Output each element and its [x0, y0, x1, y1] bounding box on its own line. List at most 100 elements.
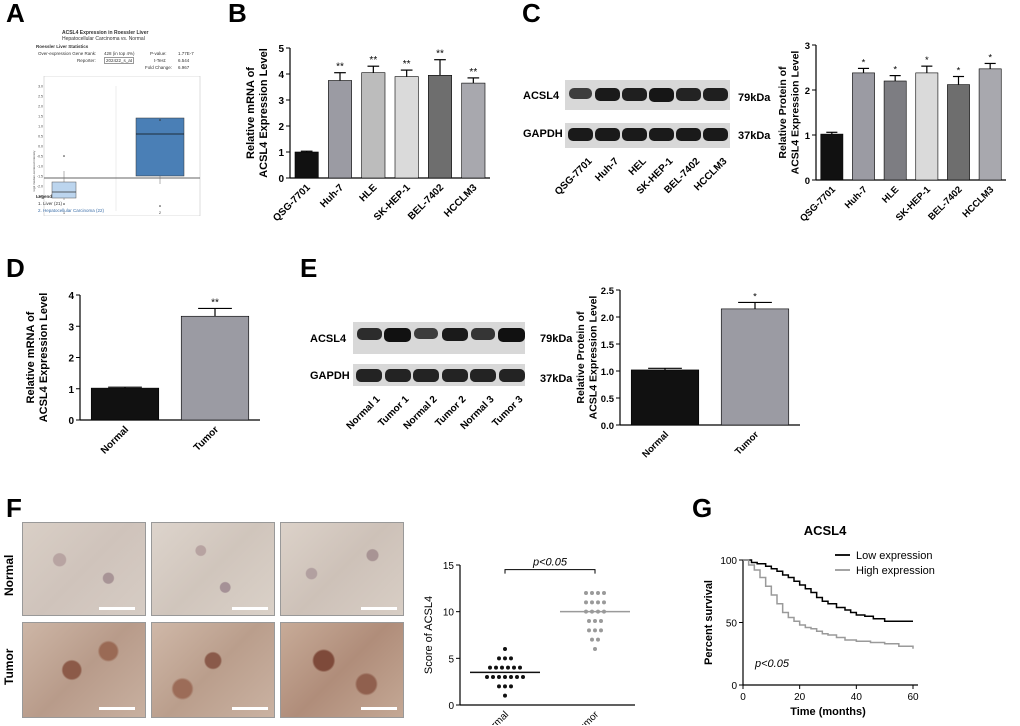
blot-band — [384, 369, 411, 382]
score-point — [584, 591, 588, 595]
legend-item-2[interactable]: 2. Hepatocellular Carcinoma (22) — [38, 208, 105, 213]
significance-mark: ** — [469, 67, 477, 78]
micro-row-normal: Normal — [2, 554, 16, 596]
survival-curve — [743, 559, 914, 649]
blot-lane-label: Normal 1 — [344, 394, 384, 433]
blot-band — [356, 328, 382, 341]
blot-band — [470, 369, 497, 382]
panel-label-e: E — [300, 253, 318, 283]
blot-band — [413, 369, 440, 382]
y-tick-label: 0 — [448, 701, 454, 712]
bar — [361, 72, 386, 179]
blot-c-size-79: 79kDa — [738, 92, 771, 104]
y-tick-label: 3 — [278, 96, 284, 107]
y-tick-label: 2 — [805, 86, 810, 97]
blot-band — [622, 88, 647, 102]
micrograph-normal-2 — [151, 522, 275, 616]
y-tick-label: 3 — [805, 41, 810, 52]
y-tick-label: 15 — [443, 561, 455, 572]
x-tick-label: SK-HEP-1 — [372, 182, 413, 223]
y-tick-label: 0.5 — [601, 394, 615, 405]
blot-c-row-gapdh: GAPDH — [523, 128, 563, 140]
significance-mark: * — [925, 55, 929, 66]
y-tick-label: 2 — [278, 122, 284, 133]
x-tick-label: 0 — [740, 692, 746, 703]
score-point — [584, 600, 588, 605]
score-point — [587, 628, 591, 633]
pvalue-label: P-value: — [150, 51, 167, 56]
blot-band — [569, 88, 592, 99]
bar — [883, 80, 907, 181]
score-point — [503, 684, 507, 689]
blot-band — [414, 328, 438, 339]
x-tick-label: HCCLM3 — [442, 182, 480, 220]
x-tick-label: QSG-7701 — [271, 182, 313, 224]
gene-rank-label: Over-expression Gene Rank: — [38, 51, 97, 56]
bar — [947, 84, 970, 181]
score-point — [596, 591, 600, 595]
score-point — [491, 675, 495, 679]
x-tick-label: 60 — [907, 692, 919, 703]
blot-band — [649, 128, 674, 142]
y-tick-label: 0 — [68, 416, 74, 427]
bar — [820, 133, 844, 181]
chart-d-mrna: 0 1 2 3 4 Relative mRNA of ACSL4 Expression Le… — [25, 291, 260, 456]
oncomine-title-1: ACSL4 Expression in Roessler Liver — [62, 30, 149, 36]
reporter-value[interactable]: 202422_s_at — [104, 57, 135, 64]
score-point — [599, 628, 603, 633]
score-point — [596, 600, 600, 605]
y-tick-label: 100 — [720, 556, 737, 567]
score-point — [497, 675, 501, 679]
bar — [915, 72, 939, 181]
oncomine-section: Roessler Liver Statistics — [36, 44, 89, 49]
score-point — [494, 665, 498, 670]
y-tick-label: 1.5 — [601, 340, 615, 351]
y-axis-label: Relative mRNA of — [25, 311, 37, 403]
blot-e-size-37: 37kDa — [540, 373, 573, 385]
score-point — [509, 675, 513, 679]
y-tick-label: 10 — [443, 608, 455, 619]
x-tick-label: Normal — [640, 429, 671, 460]
bar — [328, 80, 352, 179]
oncomine-xtick-2: 2 — [159, 210, 162, 215]
y-axis-label: ACSL4 Expression Level — [588, 296, 600, 420]
x-tick-label: HLE — [358, 182, 380, 204]
ttest-value: 6.544 — [178, 58, 190, 63]
y-tick-label: 3 — [68, 322, 74, 333]
score-point — [497, 684, 501, 689]
outlier-point — [159, 119, 161, 121]
legend-item-1[interactable]: 1. Liver (21) — [38, 201, 63, 206]
score-point — [485, 675, 489, 679]
x-axis-label: Time (months) — [790, 706, 866, 718]
panel-label-b: B — [228, 0, 247, 28]
significance-mark: ** — [369, 55, 377, 66]
oncomine-ytick: 1.0 — [38, 125, 43, 129]
significance-mark: * — [893, 65, 897, 76]
y-tick-label: 2.5 — [601, 286, 615, 297]
y-tick-label: 0 — [731, 681, 737, 692]
x-tick-label: Normal — [481, 709, 512, 725]
fold-value: 6.967 — [178, 65, 190, 70]
y-tick-label: 2.0 — [601, 313, 614, 324]
score-point — [503, 675, 507, 679]
blot-lane-label: QSG-7701 — [552, 156, 595, 198]
y-tick-label: 4 — [68, 291, 74, 302]
oncomine-ytick: 2.0 — [38, 105, 43, 109]
chart-title: ACSL4 — [804, 523, 847, 538]
oncomine-ylabel: log2 median-centered intensity — [32, 150, 36, 191]
blot-band — [595, 88, 620, 102]
blot-band — [703, 88, 728, 102]
score-point — [590, 637, 594, 642]
x-tick-label: HCCLM3 — [961, 184, 997, 220]
chart-b-mrna: 0 1 2 3 4 5 Relative mRNA of ACSL4 Expression L… — [245, 44, 490, 224]
bar — [394, 76, 419, 179]
score-point — [602, 591, 606, 595]
gene-rank-value: 428 (in top 4%) — [104, 51, 135, 56]
outlier-point — [63, 155, 65, 157]
outlier-point — [63, 203, 65, 205]
score-point — [518, 665, 522, 670]
blot-band — [676, 88, 701, 101]
pvalue-value: 1.77E-7 — [178, 51, 194, 56]
blot-lane-label: Tumor 3 — [490, 394, 526, 430]
significance-mark: ** — [336, 62, 344, 73]
